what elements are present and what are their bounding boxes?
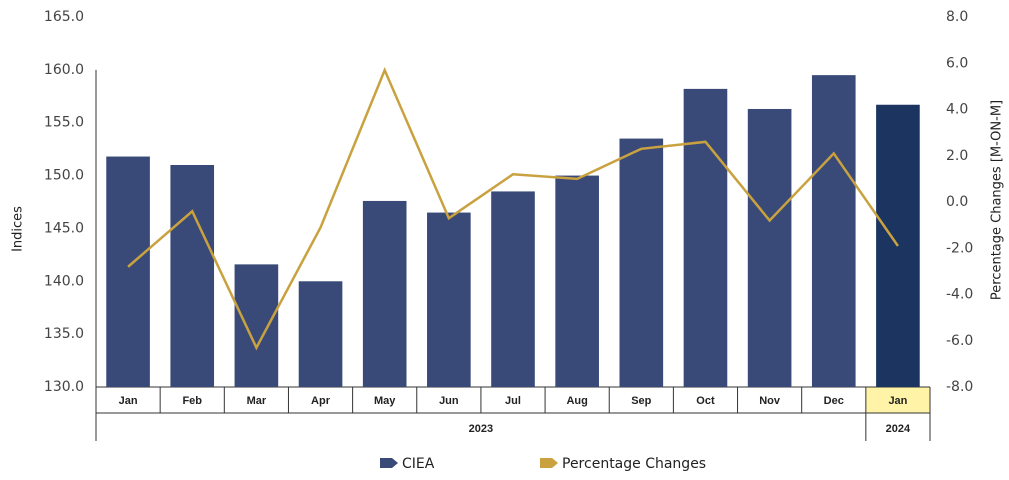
bar [106, 156, 150, 387]
y2-tick-label: 0.0 [946, 194, 968, 210]
group-label: 2023 [469, 423, 493, 435]
y-tick-label: 140.0 [44, 273, 84, 289]
bar [747, 108, 792, 387]
x-tick-label: Jan [888, 395, 907, 407]
bar [683, 88, 728, 387]
legend-swatch [380, 458, 398, 468]
y2-axis-title: Percentage Changes [M-ON-M] [990, 100, 1005, 300]
x-tick-label: Jul [505, 395, 521, 407]
y-axis-title: Indices [11, 206, 26, 252]
bar [491, 191, 535, 387]
x-tick-label: Dec [824, 395, 844, 407]
group-label: 2024 [886, 423, 911, 435]
x-tick-label: Apr [311, 395, 331, 407]
bar [234, 264, 279, 387]
x-tick-label: Jun [439, 395, 459, 407]
y2-tick-label: -4.0 [946, 287, 973, 303]
highlight-cell [865, 387, 930, 413]
x-tick-label: May [374, 395, 396, 407]
y2-tick-label: 6.0 [946, 55, 968, 71]
x-tick-label: Feb [182, 395, 202, 407]
y2-tick-label: 8.0 [946, 9, 968, 25]
legend-label: Percentage Changes [562, 456, 706, 472]
x-tick-label: Jan [119, 395, 138, 407]
x-tick-label: Nov [759, 395, 781, 407]
line [127, 66, 899, 351]
y2-tick-label: -6.0 [946, 333, 973, 349]
y2-tick-label: 2.0 [946, 148, 968, 164]
y-tick-label: 135.0 [44, 326, 84, 342]
y2-tick-label: -2.0 [946, 240, 973, 256]
y-tick-label: 145.0 [44, 220, 84, 236]
bar [811, 75, 856, 388]
bar [619, 138, 664, 387]
y2-tick-label: -8.0 [946, 379, 973, 395]
y-tick-label: 130.0 [44, 379, 84, 395]
bar [298, 281, 343, 387]
y-tick-label: 155.0 [44, 115, 84, 131]
bar [362, 200, 407, 387]
x-tick-label: Oct [696, 395, 715, 407]
bar [427, 212, 471, 387]
y-tick-label: 150.0 [44, 168, 84, 184]
legend-swatch [540, 458, 558, 468]
bar [170, 165, 215, 387]
x-tick-label: Mar [247, 395, 267, 407]
x-tick-label: Sep [631, 395, 651, 407]
legend-label: CIEA [402, 456, 435, 472]
x-tick-label: Aug [566, 395, 587, 407]
y2-tick-label: 4.0 [946, 102, 968, 118]
y-tick-label: 160.0 [44, 62, 84, 78]
y-tick-label: 165.0 [44, 9, 84, 25]
bar [555, 175, 599, 387]
